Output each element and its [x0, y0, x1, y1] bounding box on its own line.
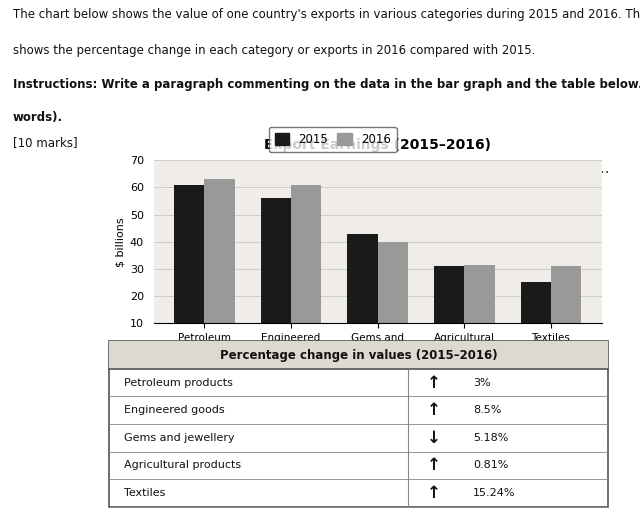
Text: ↑: ↑ — [426, 401, 440, 419]
Bar — [260, 198, 291, 351]
Text: 8.5%: 8.5% — [473, 405, 502, 415]
Text: ↓: ↓ — [426, 429, 440, 447]
Text: ↑: ↑ — [426, 374, 440, 391]
Bar — [520, 282, 551, 351]
Text: 0.81%: 0.81% — [473, 460, 509, 470]
Text: ↑: ↑ — [426, 457, 440, 474]
Bar — [464, 265, 495, 351]
Bar — [109, 341, 608, 369]
Text: Petroleum products: Petroleum products — [124, 377, 233, 388]
Text: The chart below shows the value of one country's exports in various categories d: The chart below shows the value of one c… — [13, 8, 640, 21]
Bar — [378, 242, 408, 351]
X-axis label: Product Category: Product Category — [316, 361, 439, 374]
Bar — [348, 234, 378, 351]
Text: ↑: ↑ — [426, 484, 440, 502]
Text: [10 marks]: [10 marks] — [13, 136, 77, 149]
Bar — [204, 179, 235, 351]
Text: 15.24%: 15.24% — [473, 488, 516, 498]
Text: Instructions: Write a paragraph commenting on the data in the bar graph and the : Instructions: Write a paragraph commenti… — [13, 78, 640, 91]
Text: Agricultural products: Agricultural products — [124, 460, 241, 470]
Text: Engineered goods: Engineered goods — [124, 405, 225, 415]
Bar — [551, 266, 581, 351]
Text: Textiles: Textiles — [124, 488, 165, 498]
Bar — [291, 185, 321, 351]
Legend: 2015, 2016: 2015, 2016 — [269, 127, 397, 152]
Text: ...: ... — [596, 161, 610, 176]
Text: Gems and jewellery: Gems and jewellery — [124, 433, 234, 443]
Text: shows the percentage change in each category or exports in 2016 compared with 20: shows the percentage change in each cate… — [13, 44, 535, 57]
Bar — [434, 266, 464, 351]
Text: Percentage change in values (2015–2016): Percentage change in values (2015–2016) — [220, 348, 497, 361]
Text: words).: words). — [13, 111, 63, 124]
Title: Export Earnings (2015–2016): Export Earnings (2015–2016) — [264, 138, 491, 152]
Text: 3%: 3% — [473, 377, 491, 388]
Bar — [174, 185, 204, 351]
Y-axis label: $ billions: $ billions — [116, 217, 125, 266]
Text: 5.18%: 5.18% — [473, 433, 509, 443]
